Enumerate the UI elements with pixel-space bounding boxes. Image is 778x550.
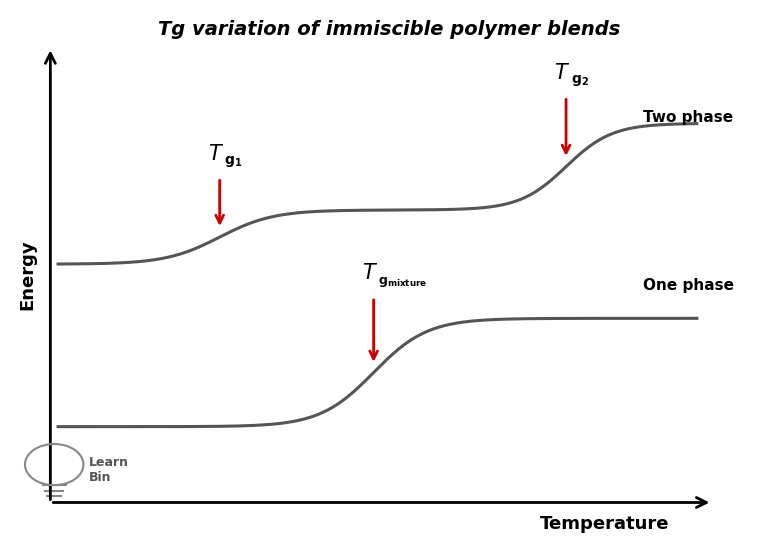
Text: Two phase: Two phase [643, 111, 733, 125]
Text: Learn
Bin: Learn Bin [89, 456, 129, 484]
Text: $\mathbf{\mathit{T}}$: $\mathbf{\mathit{T}}$ [554, 63, 570, 83]
Text: Tg variation of immiscible polymer blends: Tg variation of immiscible polymer blend… [158, 20, 620, 40]
Text: $\mathbf{\mathit{T}}$: $\mathbf{\mathit{T}}$ [208, 144, 224, 164]
Text: $\mathbf{g_{mixture}}$: $\mathbf{g_{mixture}}$ [378, 275, 427, 289]
Text: $\mathbf{g_1}$: $\mathbf{g_1}$ [224, 155, 243, 169]
Text: One phase: One phase [643, 278, 734, 293]
Text: $\mathbf{g_2}$: $\mathbf{g_2}$ [571, 73, 589, 89]
Text: Temperature: Temperature [540, 515, 669, 533]
Text: $\mathbf{\mathit{T}}$: $\mathbf{\mathit{T}}$ [362, 263, 378, 283]
Text: Energy: Energy [18, 240, 37, 310]
